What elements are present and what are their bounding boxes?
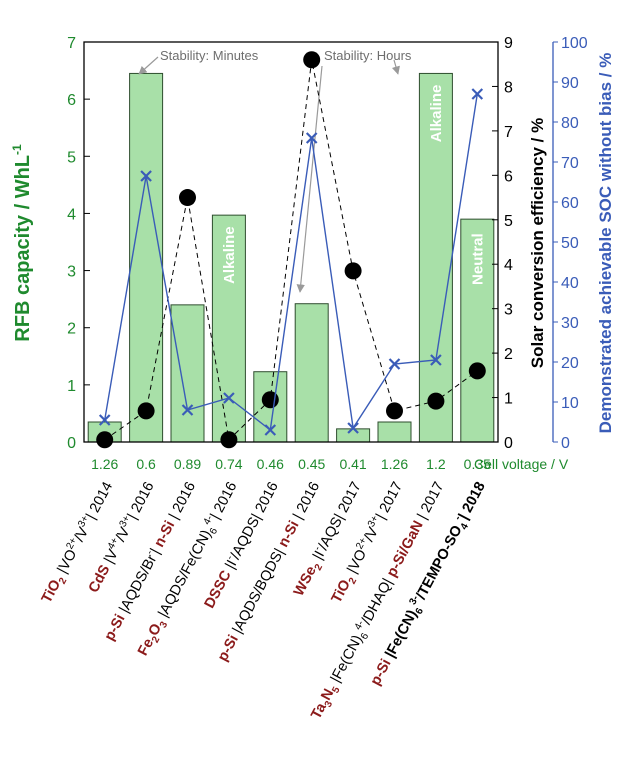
capacity-bar [460,218,495,443]
efficiency-tick-label: 4 [504,257,513,274]
soc-line [104,93,478,432]
left-tick-label: 3 [67,264,76,281]
efficiency-point [96,431,114,449]
left-tick-label: 1 [67,378,76,395]
annotations: Stability: Minutes Stability: Hours [138,48,412,293]
cell-voltage-value: 0.46 [257,456,284,472]
efficiency-tick-label: 9 [504,35,513,52]
efficiency-series [96,51,486,449]
minutes-arrow [138,56,159,75]
cell-voltage-value: 1.2 [426,456,446,472]
efficiency-point [220,431,238,449]
soc-point [264,424,277,436]
soc-point [98,414,111,426]
soc-tick-label: 50 [561,235,579,252]
efficiency-tick-label: 5 [504,213,513,230]
soc-point [471,88,484,100]
left-tick-label: 5 [67,149,76,166]
capacity-bar [129,72,164,443]
hours-arrow-right [391,59,400,75]
capacity-bar [170,304,205,443]
soc-tick-label: 80 [561,115,579,132]
soc-axis-label: Demonstrated achievable SOC without bias… [596,53,615,434]
capacity-bar [294,303,329,443]
soc-point [347,422,359,434]
soc-point [140,170,152,182]
soc-tick-label: 20 [561,355,579,372]
soc-tick-label: 60 [561,195,579,212]
right-axis-efficiency: 0 1 2 3 4 5 6 7 8 9 [492,35,513,452]
plot-frame [83,41,499,443]
left-axis-label: RFB capacity / WhL-1 [10,144,34,342]
cell-voltage-value: 0.6 [136,456,156,472]
bar-label: Neutral [469,233,486,285]
efficiency-point [261,391,279,409]
soc-tick-label: 30 [561,315,579,332]
efficiency-tick-label: 7 [504,124,513,141]
efficiency-point [468,362,486,380]
efficiency-tick-label: 0 [504,435,513,452]
capacity-bars [87,72,495,443]
efficiency-tick-label: 3 [504,302,513,319]
soc-point [181,404,194,416]
soc-tick-label: 40 [561,275,579,292]
efficiency-tick-label: 1 [504,391,513,408]
capacity-bar [418,72,453,443]
soc-tick-label: 90 [561,75,579,92]
category-label-7: TiO2 |VO2+/V3+| 2017 [327,478,409,607]
soc-point [388,358,401,370]
efficiency-line [104,59,478,441]
efficiency-point [303,51,321,69]
soc-tick-label: 10 [561,395,579,412]
efficiency-tick-label: 6 [504,168,513,185]
bar-label: Alkaline [221,226,238,284]
left-tick-label: 0 [67,435,76,452]
hours-arrow-left [296,65,323,293]
bar-label: Alkaline [428,85,445,143]
cell-voltage-value: 0.45 [298,456,325,472]
annotation-minutes: Stability: Minutes [160,48,259,63]
cell-voltage-value: 0.35 [464,456,491,472]
left-tick-label: 7 [67,35,76,52]
soc-point [305,132,318,144]
left-tick-label: 6 [67,92,76,109]
cell-voltage-value: 0.41 [339,456,366,472]
efficiency-tick-label: 8 [504,79,513,96]
capacity-bar [336,428,371,443]
efficiency-point [427,392,445,410]
efficiency-tick-label: 2 [504,346,513,363]
cell-voltage-value: 0.89 [174,456,201,472]
capacity-bar [377,421,412,443]
soc-tick-label: 0 [561,435,570,452]
soc-tick-label: 70 [561,155,579,172]
category-labels: TiO2 |VO2+/V3+| 2014 CdS |V4+/V3+| 2016 … [39,478,489,722]
category-label-4: DSSC |I-/AQDS| 2016 [200,478,282,611]
efficiency-point [137,402,155,420]
cell-voltage-value: 1.26 [91,456,118,472]
cell-voltage-value: 0.74 [215,456,242,472]
left-tick-label: 4 [67,206,76,223]
efficiency-point [344,262,362,280]
soc-point [223,392,235,404]
cell-voltage-row: 1.26 0.6 0.89 0.74 0.46 0.45 0.41 1.26 1.2 0.35 [91,456,491,472]
soc-series [98,88,484,436]
soc-tick-label: 100 [561,35,588,52]
left-tick-label: 2 [67,321,76,338]
left-axis: 0 1 2 3 4 5 6 7 [67,35,90,452]
efficiency-point [179,189,196,207]
efficiency-axis-label: Solar conversion efficiency / % [528,118,547,368]
efficiency-point [386,402,403,420]
cell-voltage-label: Cell voltage / V [474,456,569,472]
right-axis-soc: 0 10 20 30 40 50 60 70 80 90 100 [553,35,588,452]
annotation-hours: Stability: Hours [324,48,412,63]
capacity-bar [211,214,246,443]
cell-voltage-value: 1.26 [381,456,408,472]
bar-labels: Alkaline Alkaline Neutral [221,85,486,285]
soc-point [430,354,442,366]
